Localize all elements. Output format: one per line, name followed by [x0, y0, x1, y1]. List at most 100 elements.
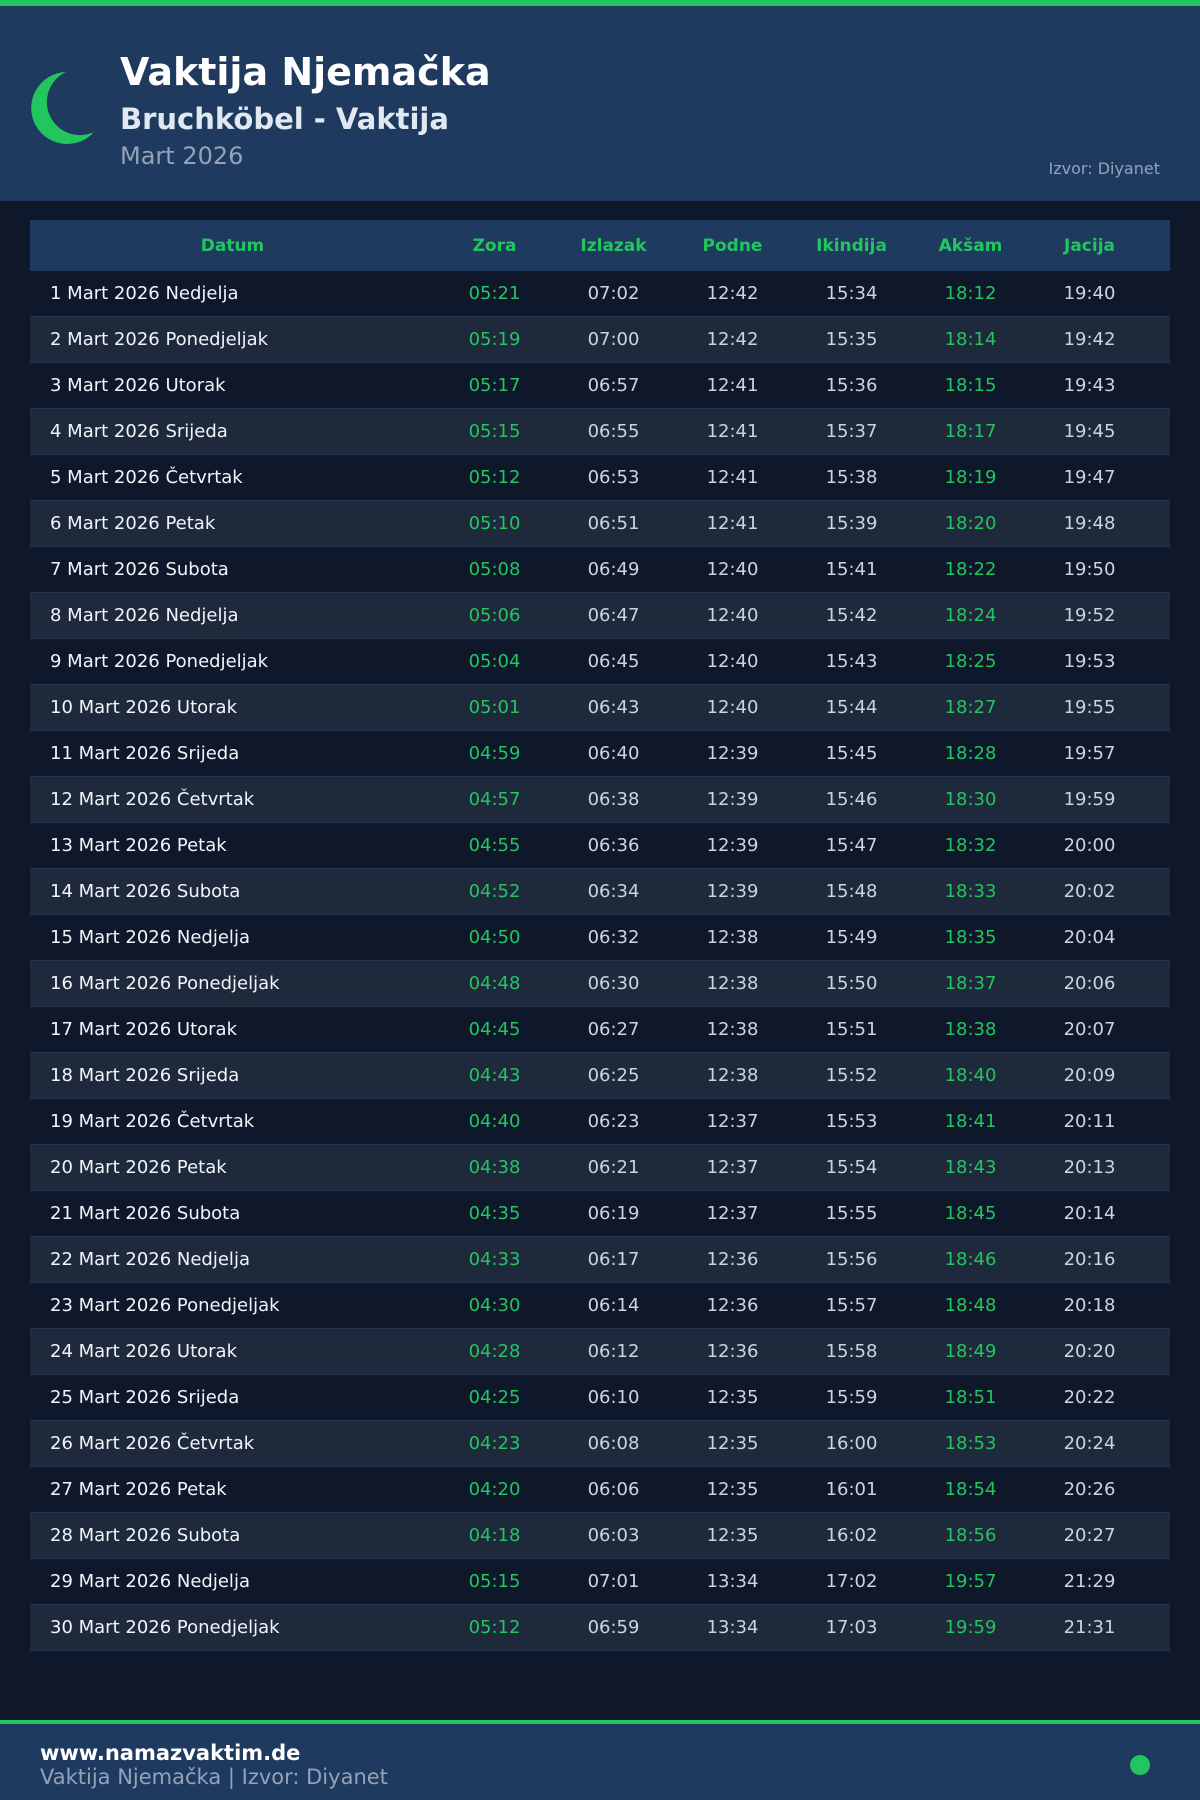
cell-jacija: 20:04 — [1063, 927, 1116, 948]
cell-jacija: 19:40 — [1063, 283, 1116, 304]
table-row: 4 Mart 2026 Srijeda 05:15 06:55 12:41 15:37 1… — [30, 409, 1170, 455]
cell-podne: 12:35 — [706, 1387, 759, 1408]
table-row: 6 Mart 2026 Petak 05:10 06:51 12:41 15:39 18:… — [30, 501, 1170, 547]
cell-aksam: 18:54 — [944, 1479, 997, 1500]
cell-jacija: 20:26 — [1063, 1479, 1116, 1500]
cell-podne: 12:37 — [706, 1157, 759, 1178]
page-footer: www.namazvaktim.de Vaktija Njemačka | Iz… — [0, 1724, 1200, 1800]
column-header-izlazak: Izlazak — [580, 235, 647, 256]
cell-date: 14 Mart 2026 Subota — [50, 881, 241, 902]
cell-izlazak: 06:51 — [587, 513, 640, 534]
cell-ikindija: 16:01 — [825, 1479, 878, 1500]
column-header-ikindija: Ikindija — [816, 235, 887, 256]
cell-ikindija: 15:45 — [825, 743, 878, 764]
cell-zora: 04:43 — [468, 1065, 521, 1086]
cell-podne: 12:40 — [706, 605, 759, 626]
cell-aksam: 19:57 — [944, 1571, 997, 1592]
cell-zora: 04:23 — [468, 1433, 521, 1454]
cell-izlazak: 06:17 — [587, 1249, 640, 1270]
cell-podne: 12:38 — [706, 1065, 759, 1086]
cell-ikindija: 15:52 — [825, 1065, 878, 1086]
cell-podne: 12:40 — [706, 559, 759, 580]
source-label: Izvor: Diyanet — [1048, 159, 1160, 178]
cell-date: 19 Mart 2026 Četvrtak — [50, 1111, 255, 1132]
cell-ikindija: 17:02 — [825, 1571, 878, 1592]
cell-podne: 12:37 — [706, 1111, 759, 1132]
month-label: Mart 2026 — [120, 142, 244, 170]
cell-date: 12 Mart 2026 Četvrtak — [50, 789, 255, 810]
cell-zora: 04:40 — [468, 1111, 521, 1132]
cell-podne: 12:35 — [706, 1479, 759, 1500]
cell-jacija: 20:07 — [1063, 1019, 1116, 1040]
cell-ikindija: 15:51 — [825, 1019, 878, 1040]
table-row: 30 Mart 2026 Ponedjeljak 05:12 06:59 13:34 1… — [30, 1605, 1170, 1651]
cell-ikindija: 15:50 — [825, 973, 878, 994]
cell-zora: 04:33 — [468, 1249, 521, 1270]
cell-podne: 12:36 — [706, 1295, 759, 1316]
cell-aksam: 18:41 — [944, 1111, 997, 1132]
cell-ikindija: 15:48 — [825, 881, 878, 902]
cell-jacija: 20:13 — [1063, 1157, 1116, 1178]
table-row: 2 Mart 2026 Ponedjeljak 05:19 07:00 12:42 15… — [30, 317, 1170, 363]
cell-ikindija: 17:03 — [825, 1617, 878, 1638]
cell-zora: 04:45 — [468, 1019, 521, 1040]
cell-date: 10 Mart 2026 Utorak — [50, 697, 237, 718]
cell-zora: 04:18 — [468, 1525, 521, 1546]
cell-aksam: 18:17 — [944, 421, 997, 442]
column-header-aksam: Akšam — [938, 235, 1003, 256]
cell-date: 4 Mart 2026 Srijeda — [50, 421, 228, 442]
cell-jacija: 19:52 — [1063, 605, 1116, 626]
cell-ikindija: 16:00 — [825, 1433, 878, 1454]
cell-aksam: 18:33 — [944, 881, 997, 902]
table-row: 26 Mart 2026 Četvrtak 04:23 06:08 12:35 16:0… — [30, 1421, 1170, 1467]
cell-aksam: 18:15 — [944, 375, 997, 396]
cell-podne: 12:38 — [706, 973, 759, 994]
cell-aksam: 18:19 — [944, 467, 997, 488]
cell-izlazak: 06:14 — [587, 1295, 640, 1316]
table-row: 28 Mart 2026 Subota 04:18 06:03 12:35 16:02 1… — [30, 1513, 1170, 1559]
cell-date: 5 Mart 2026 Četvrtak — [50, 467, 243, 488]
cell-podne: 12:41 — [706, 513, 759, 534]
table-row: 13 Mart 2026 Petak 04:55 06:36 12:39 15:47 18… — [30, 823, 1170, 869]
cell-jacija: 19:45 — [1063, 421, 1116, 442]
cell-aksam: 18:25 — [944, 651, 997, 672]
table-row: 11 Mart 2026 Srijeda 04:59 06:40 12:39 15:45… — [30, 731, 1170, 777]
cell-izlazak: 06:30 — [587, 973, 640, 994]
cell-ikindija: 15:47 — [825, 835, 878, 856]
cell-aksam: 18:53 — [944, 1433, 997, 1454]
cell-aksam: 18:51 — [944, 1387, 997, 1408]
cell-podne: 13:34 — [706, 1571, 759, 1592]
page-header: Vaktija Njemačka Bruchköbel - Vaktija Ma… — [0, 6, 1200, 201]
cell-zora: 04:55 — [468, 835, 521, 856]
cell-podne: 12:38 — [706, 927, 759, 948]
cell-zora: 05:04 — [468, 651, 521, 672]
cell-date: 21 Mart 2026 Subota — [50, 1203, 241, 1224]
cell-ikindija: 15:54 — [825, 1157, 878, 1178]
cell-izlazak: 06:21 — [587, 1157, 640, 1178]
cell-date: 3 Mart 2026 Utorak — [50, 375, 226, 396]
cell-podne: 12:42 — [706, 283, 759, 304]
cell-aksam: 18:12 — [944, 283, 997, 304]
footer-website-link[interactable]: www.namazvaktim.de — [40, 1741, 301, 1765]
cell-podne: 13:34 — [706, 1617, 759, 1638]
cell-date: 26 Mart 2026 Četvrtak — [50, 1433, 255, 1454]
table-row: 9 Mart 2026 Ponedjeljak 05:04 06:45 12:40 15… — [30, 639, 1170, 685]
table-row: 16 Mart 2026 Ponedjeljak 04:48 06:30 12:38 1… — [30, 961, 1170, 1007]
cell-aksam: 18:48 — [944, 1295, 997, 1316]
cell-jacija: 19:42 — [1063, 329, 1116, 350]
cell-izlazak: 07:00 — [587, 329, 640, 350]
cell-jacija: 20:22 — [1063, 1387, 1116, 1408]
cell-zora: 05:01 — [468, 697, 521, 718]
table-row: 24 Mart 2026 Utorak 04:28 06:12 12:36 15:58 1… — [30, 1329, 1170, 1375]
cell-date: 2 Mart 2026 Ponedjeljak — [50, 329, 269, 350]
cell-zora: 05:17 — [468, 375, 521, 396]
cell-izlazak: 06:45 — [587, 651, 640, 672]
cell-podne: 12:39 — [706, 789, 759, 810]
cell-zora: 05:15 — [468, 421, 521, 442]
table-header: Datum Zora Izlazak Podne Ikindija Akšam … — [30, 220, 1170, 271]
cell-podne: 12:42 — [706, 329, 759, 350]
cell-ikindija: 15:56 — [825, 1249, 878, 1270]
cell-zora: 04:38 — [468, 1157, 521, 1178]
table-row: 5 Mart 2026 Četvrtak 05:12 06:53 12:41 15:38… — [30, 455, 1170, 501]
cell-date: 13 Mart 2026 Petak — [50, 835, 227, 856]
